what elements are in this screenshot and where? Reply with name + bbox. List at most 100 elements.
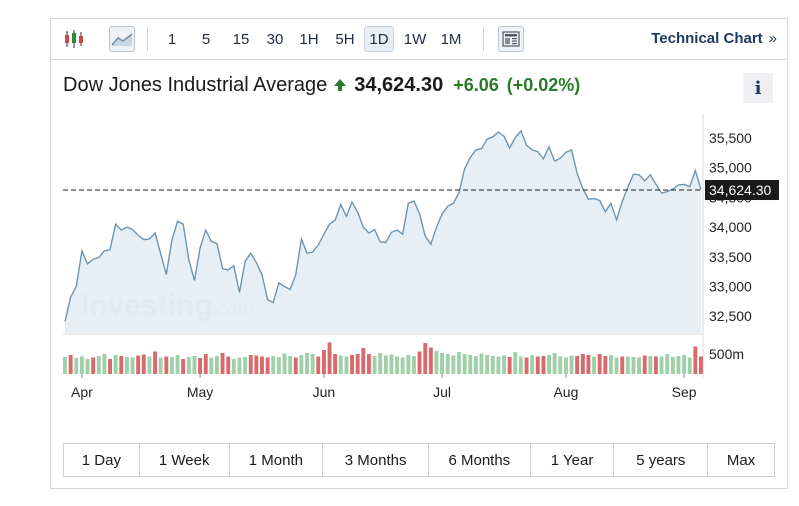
volume-bar: [659, 356, 664, 374]
toolbar-divider: [147, 27, 148, 51]
last-price-tag: [705, 180, 779, 201]
x-tick-label: Sep: [672, 384, 697, 400]
x-tick-label: Jul: [433, 384, 451, 400]
range-button-max[interactable]: Max: [726, 451, 756, 469]
volume-bar: [586, 355, 591, 374]
volume-bar: [237, 357, 242, 374]
volume-bar: [518, 356, 523, 374]
interval-button-5[interactable]: 5: [201, 30, 211, 48]
volume-bar: [552, 353, 557, 374]
volume-bar: [524, 357, 529, 374]
info-label: i: [754, 77, 762, 99]
range-button-6-months[interactable]: 6 Months: [429, 444, 531, 476]
price-change: +6.06: [453, 74, 499, 95]
time-range-selector: 1 Day 1 Week 1 Month 3 Months 6 Months 1 Year…: [63, 443, 775, 477]
range-button-1-month[interactable]: 1 Month: [230, 444, 324, 476]
news-panel-icon[interactable]: [498, 26, 524, 52]
volume-bar: [293, 357, 298, 374]
interval-button-1d[interactable]: 1D: [364, 26, 394, 52]
interval-button-30[interactable]: 30: [266, 30, 284, 48]
volume-bar: [569, 355, 574, 374]
volume-bar: [693, 346, 698, 374]
volume-bar: [400, 357, 405, 374]
volume-bar: [541, 356, 546, 374]
volume-bar: [108, 359, 112, 374]
volume-bar: [637, 357, 641, 374]
volume-bar: [665, 354, 670, 374]
price-area-fill: [65, 130, 701, 334]
volume-bar: [248, 355, 253, 374]
volume-bar: [507, 357, 512, 374]
y-tick-label: 35,500: [709, 130, 752, 146]
volume-bar: [654, 356, 658, 374]
technical-chart-label: Technical Chart: [651, 30, 763, 47]
chart-widget: 1 5 15 30 1H 5H 1D 1W 1M Technical Chart» Dow Jo…: [50, 18, 788, 489]
interval-button-5h[interactable]: 5H: [335, 30, 355, 48]
x-tick-label: Aug: [553, 384, 578, 400]
volume-bar: [338, 355, 343, 374]
volume-bar: [473, 356, 478, 374]
volume-bar: [113, 355, 118, 374]
volume-bar: [265, 357, 270, 374]
volume-bar: [74, 358, 79, 374]
interval-button-1m[interactable]: 1M: [440, 30, 462, 48]
volume-bar: [299, 355, 304, 374]
price-chart[interactable]: Investing.com35,50035,00034,50034,00033,…: [51, 19, 787, 419]
range-button-1-year[interactable]: 1 Year: [531, 444, 615, 476]
candlestick-chart-icon[interactable]: [61, 26, 87, 52]
y-tick-label: 35,000: [709, 160, 752, 176]
range-button-1-day[interactable]: 1 Day: [64, 444, 140, 476]
volume-bar: [372, 356, 377, 374]
volume-bar: [361, 348, 366, 374]
volume-bar: [271, 356, 276, 374]
volume-bar: [203, 354, 208, 374]
volume-bar: [276, 357, 281, 374]
volume-bar: [597, 354, 602, 374]
volume-bar: [147, 356, 152, 374]
volume-bar: [670, 357, 675, 374]
quote-header: Dow Jones Industrial Average 34,624.30 +…: [63, 71, 580, 99]
volume-bar: [642, 355, 647, 374]
volume-bar: [198, 358, 202, 374]
volume-bar: [68, 355, 73, 374]
y-tick-label: 34,000: [709, 219, 752, 235]
volume-bar: [451, 355, 456, 374]
volume-bar: [530, 355, 535, 374]
range-button-1-week[interactable]: 1 Week: [140, 444, 230, 476]
volume-bar: [63, 357, 67, 374]
interval-button-1w[interactable]: 1W: [403, 30, 427, 48]
volume-bar: [592, 356, 596, 374]
volume-bar: [687, 357, 692, 374]
interval-button-15[interactable]: 15: [232, 30, 250, 48]
info-icon[interactable]: i: [743, 73, 773, 103]
volume-bar: [564, 357, 568, 374]
volume-bar: [490, 356, 495, 374]
volume-bar: [395, 356, 399, 374]
volume-bar: [215, 356, 219, 374]
volume-bar: [609, 355, 613, 374]
interval-button-1[interactable]: 1: [167, 30, 177, 48]
volume-bar: [164, 356, 169, 374]
area-chart-icon[interactable]: [109, 26, 135, 52]
volume-bar: [181, 359, 186, 374]
technical-chart-link[interactable]: Technical Chart »: [651, 30, 777, 47]
volume-axis-label: 500m: [709, 346, 744, 362]
volume-bar: [119, 356, 124, 374]
volume-bar: [158, 357, 163, 374]
chevron-right-double-icon: »: [768, 30, 777, 47]
volume-bar: [682, 355, 687, 374]
volume-bar: [350, 355, 354, 374]
y-tick-label: 33,500: [709, 249, 752, 265]
range-button-5-years[interactable]: 5 years: [614, 444, 709, 476]
volume-bar: [305, 353, 309, 374]
volume-bar: [428, 347, 433, 374]
volume-bar: [355, 354, 360, 374]
range-button-3-months[interactable]: 3 Months: [323, 444, 429, 476]
volume-bar: [699, 356, 703, 374]
volume-bar: [580, 354, 585, 374]
volume-bar: [316, 356, 321, 374]
interval-button-1h[interactable]: 1H: [299, 30, 319, 48]
volume-bar: [327, 342, 332, 374]
volume-bar: [614, 357, 619, 374]
volume-bar: [153, 351, 157, 374]
